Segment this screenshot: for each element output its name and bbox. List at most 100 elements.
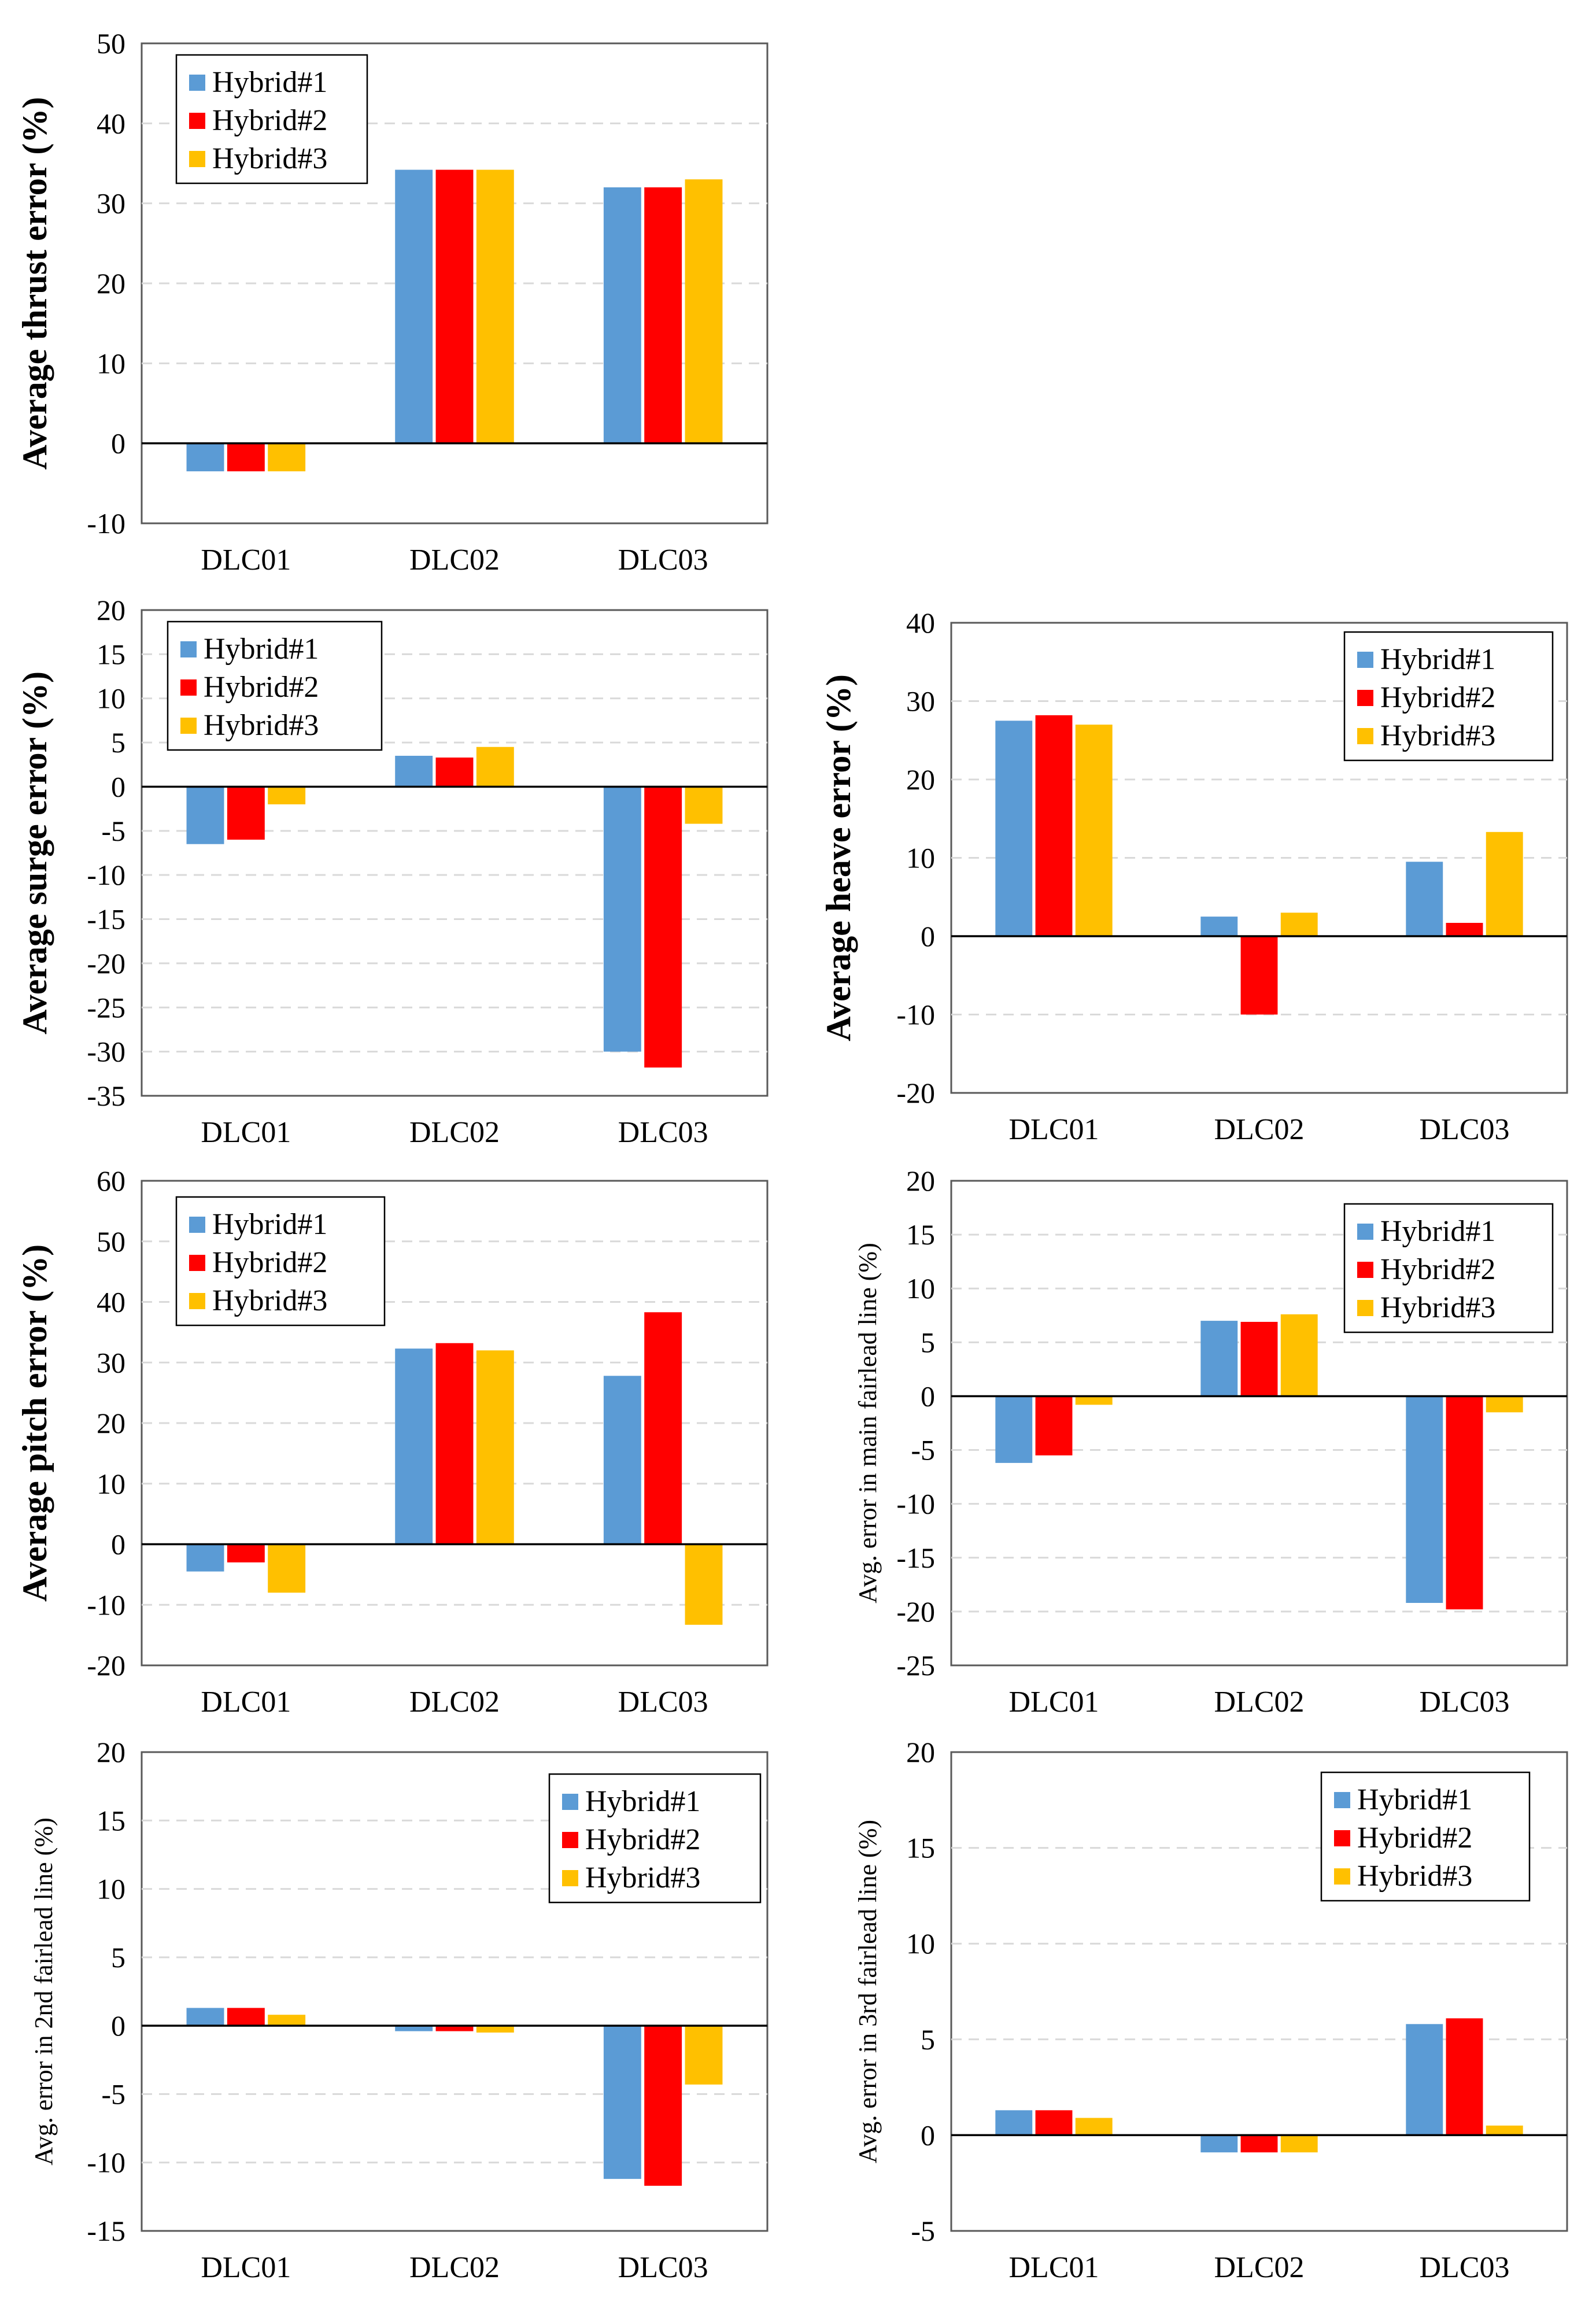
bar-hybrid-1-dlc02	[395, 1348, 433, 1545]
legend-swatch-hybrid-3	[1357, 728, 1373, 744]
legend-swatch-hybrid-2	[180, 679, 197, 696]
y-tick-label: -15	[87, 2215, 125, 2247]
legend-label-hybrid-3: Hybrid#3	[1380, 719, 1495, 752]
legend-swatch-hybrid-2	[1357, 690, 1373, 706]
legend-label-hybrid-3: Hybrid#3	[204, 709, 319, 742]
legend-swatch-hybrid-1	[180, 641, 197, 657]
bar-hybrid-1-dlc02	[1200, 2135, 1238, 2153]
legend-swatch-hybrid-1	[189, 75, 205, 91]
x-tick-label: DLC01	[1009, 1686, 1099, 1719]
bar-hybrid-1-dlc03	[603, 1376, 641, 1545]
legend-label-hybrid-1: Hybrid#1	[204, 633, 319, 666]
chart-6: -15 -10 -5 0 5 10 15 20 DLC01 DLC02 DLC03 Avg. erro…	[29, 1736, 769, 2284]
x-tick-label: DLC01	[201, 2251, 291, 2284]
y-axis-title: Avg. error in 2nd fairlead line (%)	[29, 1817, 58, 2166]
legend-box	[1343, 631, 1554, 762]
y-tick-label: 10	[97, 1873, 125, 1905]
legend-swatch-hybrid-1	[1357, 652, 1373, 668]
y-tick-label: -35	[87, 1080, 125, 1112]
y-axis-title: Avg. error in 3rd fairlead line (%)	[854, 1820, 882, 2163]
bar-hybrid-3-dlc02	[476, 747, 514, 787]
x-tick-label: DLC02	[1214, 2251, 1305, 2284]
x-tick-label: DLC03	[1420, 1113, 1510, 1146]
y-tick-label: 30	[97, 1346, 125, 1379]
y-tick-label: 0	[111, 427, 125, 460]
x-tick-label: DLC01	[201, 1116, 291, 1149]
legend-label-hybrid-2: Hybrid#2	[212, 1246, 327, 1279]
chart-2: -35 -30 -25 -20 -15 -10 -5 0 5 10 15 20 DLC01 DLC02 DL…	[16, 594, 769, 1149]
bar-hybrid-2-dlc02	[1240, 936, 1278, 1015]
bar-hybrid-3-dlc02	[1280, 2135, 1318, 2153]
legend-label-hybrid-1: Hybrid#1	[1380, 643, 1495, 676]
bar-hybrid-1-dlc02	[1200, 1321, 1238, 1396]
bar-hybrid-1-dlc01	[186, 443, 224, 472]
y-tick-label: 15	[906, 1832, 935, 1864]
y-tick-label: 20	[97, 1736, 125, 1768]
legend-swatch-hybrid-3	[189, 151, 205, 167]
legend-label-hybrid-1: Hybrid#1	[212, 1208, 327, 1241]
bar-hybrid-3-dlc01	[1075, 2118, 1113, 2135]
bar-hybrid-1-dlc02	[395, 2026, 433, 2031]
bar-hybrid-1-dlc01	[995, 1396, 1033, 1463]
y-tick-label: 0	[921, 920, 935, 952]
bar-hybrid-3-dlc03	[1486, 832, 1523, 936]
legend: Hybrid#1 Hybrid#2 Hybrid#3	[1320, 1771, 1531, 1902]
legend-label-hybrid-3: Hybrid#3	[1380, 1291, 1495, 1324]
y-tick-label: 20	[97, 267, 125, 300]
bar-hybrid-3-dlc01	[268, 2015, 306, 2026]
y-tick-label: -10	[87, 859, 125, 891]
x-tick-label: DLC03	[618, 544, 708, 577]
x-tick-label: DLC02	[409, 544, 500, 577]
bar-hybrid-2-dlc01	[1035, 1396, 1073, 1455]
legend-swatch-hybrid-1	[1357, 1224, 1373, 1240]
legend-swatch-hybrid-3	[180, 718, 197, 734]
y-tick-label: 20	[906, 763, 935, 796]
y-tick-label: -15	[896, 1542, 935, 1574]
bar-hybrid-2-dlc02	[435, 2026, 474, 2031]
y-axis-title: Average heave error (%)	[819, 674, 858, 1041]
bar-hybrid-3-dlc03	[685, 786, 723, 824]
bar-hybrid-3-dlc03	[1486, 1396, 1523, 1413]
y-tick-label: 10	[97, 1468, 125, 1500]
bar-hybrid-2-dlc02	[435, 169, 474, 444]
y-tick-label: 20	[906, 1165, 935, 1197]
bar-hybrid-2-dlc02	[1240, 2135, 1278, 2153]
x-tick-label: DLC03	[618, 1686, 708, 1719]
bar-hybrid-2-dlc03	[644, 2026, 682, 2186]
bar-hybrid-3-dlc01	[1075, 725, 1113, 936]
y-tick-label: -5	[101, 2078, 125, 2110]
legend-label-hybrid-3: Hybrid#3	[585, 1861, 700, 1894]
y-tick-label: -20	[87, 947, 125, 980]
y-tick-label: 30	[97, 187, 125, 220]
y-tick-label: -20	[896, 1595, 935, 1628]
legend-swatch-hybrid-2	[562, 1832, 578, 1848]
y-tick-label: 5	[111, 1941, 125, 1974]
y-tick-label: 40	[97, 107, 125, 139]
x-tick-label: DLC03	[1420, 1686, 1510, 1719]
legend-swatch-hybrid-2	[189, 113, 205, 129]
y-tick-label: 20	[97, 594, 125, 626]
legend-label-hybrid-2: Hybrid#2	[204, 671, 319, 704]
y-tick-label: 30	[906, 685, 935, 718]
bar-hybrid-2-dlc02	[435, 758, 474, 787]
legend-box	[548, 1773, 762, 1904]
legend-swatch-hybrid-3	[189, 1293, 205, 1309]
bar-hybrid-3-dlc03	[685, 179, 723, 444]
bar-hybrid-3-dlc01	[268, 786, 306, 804]
y-tick-label: 10	[97, 347, 125, 379]
legend-box	[175, 54, 368, 184]
legend-label-hybrid-2: Hybrid#2	[1380, 1253, 1495, 1286]
bar-hybrid-1-dlc03	[603, 2026, 641, 2179]
y-tick-label: 0	[921, 1380, 935, 1412]
y-axis-title: Average pitch error (%)	[16, 1244, 54, 1602]
bar-hybrid-2-dlc01	[227, 443, 265, 472]
chart-7: -5 0 5 10 15 20 DLC01 DLC02 DLC03 Avg. error in 3…	[854, 1736, 1568, 2284]
y-tick-label: -15	[87, 903, 125, 936]
legend-label-hybrid-1: Hybrid#1	[1380, 1215, 1495, 1248]
legend: Hybrid#1 Hybrid#2 Hybrid#3	[175, 54, 368, 184]
y-tick-label: 5	[111, 726, 125, 759]
legend-label-hybrid-3: Hybrid#3	[212, 142, 327, 175]
y-tick-label: 50	[97, 27, 125, 60]
bar-hybrid-2-dlc03	[1446, 922, 1483, 936]
bar-hybrid-1-dlc03	[1406, 2024, 1443, 2135]
